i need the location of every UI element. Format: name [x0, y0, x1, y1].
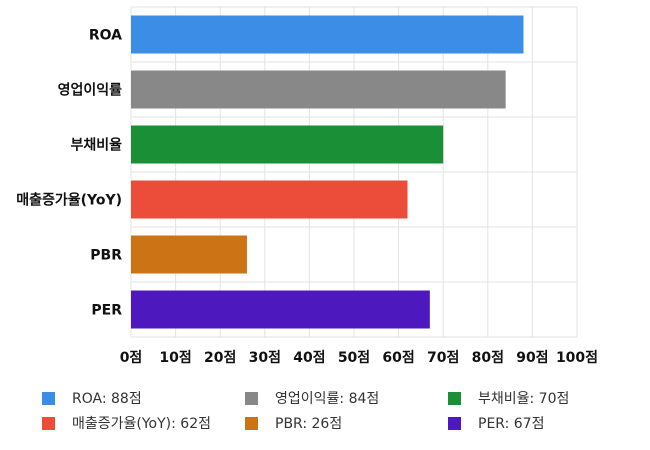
x-tick-label: 20점	[204, 349, 236, 366]
x-axis-labels: 0점 10점 20점 30점 40점 50점 60점 70점 80점 90점 100점	[120, 349, 598, 366]
bars	[131, 15, 524, 329]
grid-lines	[130, 6, 578, 338]
x-tick-label: 30점	[249, 349, 281, 366]
legend-label: 매출증가율(YoY): 62점	[72, 416, 211, 432]
legend-item: 매출증가율(YoY): 62점	[42, 413, 211, 433]
legend-label: ROA: 88점	[72, 391, 142, 407]
y-tick-label: 매출증가율(YoY)	[16, 192, 122, 209]
legend-item: ROA: 88점	[42, 388, 142, 408]
legend-item: PBR: 26점	[245, 413, 342, 433]
y-tick-label: ROA	[89, 28, 122, 44]
legend-label: 영업이익률: 84점	[275, 391, 380, 407]
bar	[131, 180, 408, 219]
y-tick-label: 영업이익률	[58, 82, 123, 99]
legend-item: 영업이익률: 84점	[245, 388, 379, 408]
legend-label: PER: 67점	[478, 416, 545, 432]
legend-label: PBR: 26점	[275, 416, 343, 432]
legend-swatch	[245, 416, 258, 430]
x-tick-label: 10점	[159, 349, 191, 366]
legend-item: 부채비율: 70점	[448, 388, 569, 408]
bar	[131, 125, 444, 164]
x-tick-label: 80점	[472, 349, 504, 366]
legend-label: 부채비율: 70점	[478, 391, 570, 407]
legend-swatch	[42, 416, 55, 430]
legend-item: PER: 67점	[448, 413, 544, 433]
legend-swatch	[42, 391, 55, 405]
x-tick-label: 0점	[120, 349, 143, 366]
x-tick-label: 100점	[556, 349, 598, 366]
y-tick-label: PER	[91, 303, 122, 319]
x-tick-label: 50점	[338, 349, 370, 366]
legend-swatch	[245, 391, 258, 405]
legend-swatch	[448, 416, 461, 430]
bar	[131, 70, 506, 109]
y-tick-label: PBR	[90, 248, 122, 264]
legend-swatch	[448, 391, 461, 405]
bar	[131, 15, 524, 54]
x-tick-label: 60점	[382, 349, 414, 366]
x-tick-label: 70점	[427, 349, 459, 366]
x-tick-label: 40점	[293, 349, 325, 366]
x-tick-label: 90점	[516, 349, 548, 366]
y-tick-label: 부채비율	[70, 137, 122, 154]
bar	[131, 290, 430, 329]
bar	[131, 235, 247, 274]
